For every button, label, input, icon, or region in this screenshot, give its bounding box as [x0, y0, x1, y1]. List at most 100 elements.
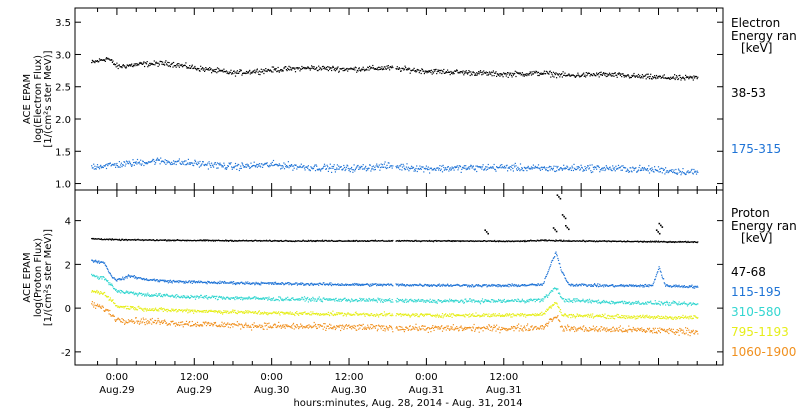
data-point	[461, 299, 463, 301]
data-point	[683, 302, 685, 304]
data-point	[569, 284, 571, 286]
data-point	[214, 281, 217, 284]
data-point	[246, 282, 248, 285]
data-point	[525, 167, 527, 169]
data-point	[492, 299, 494, 301]
data-point	[280, 239, 282, 242]
data-point	[695, 171, 697, 173]
data-point	[403, 284, 405, 286]
data-point	[536, 72, 538, 74]
data-point	[139, 61, 141, 64]
data-point	[173, 310, 175, 312]
data-point	[549, 70, 551, 72]
data-point	[183, 64, 185, 67]
data-point	[455, 284, 457, 286]
data-point	[682, 76, 684, 78]
data-point	[200, 239, 202, 241]
data-point	[507, 72, 509, 74]
data-point	[505, 167, 507, 169]
data-point	[686, 286, 688, 288]
data-point	[379, 66, 381, 68]
data-point	[655, 74, 658, 77]
data-point	[250, 71, 252, 73]
data-point	[327, 70, 329, 72]
data-point	[501, 300, 503, 302]
data-point	[567, 300, 569, 302]
data-point	[129, 161, 131, 163]
data-point	[187, 162, 189, 164]
data-point	[108, 58, 110, 60]
data-point	[175, 66, 177, 68]
data-point	[196, 164, 199, 166]
data-point	[561, 214, 564, 216]
data-point	[459, 72, 461, 74]
data-point	[585, 76, 587, 78]
data-point	[288, 240, 290, 242]
data-point	[126, 161, 128, 163]
data-point	[431, 285, 433, 287]
data-point	[432, 169, 435, 171]
data-point	[238, 283, 240, 285]
data-point	[488, 167, 491, 169]
data-point	[389, 166, 391, 168]
data-point	[643, 75, 645, 77]
data-point	[456, 166, 458, 168]
data-point	[599, 301, 601, 303]
data-point	[309, 170, 311, 172]
data-point	[594, 166, 596, 168]
data-point	[383, 163, 385, 165]
data-point	[334, 240, 336, 242]
data-point	[552, 227, 555, 229]
data-point	[225, 70, 228, 72]
data-point	[255, 239, 257, 242]
data-point	[199, 296, 201, 298]
data-point	[375, 165, 377, 167]
data-point	[574, 75, 576, 77]
data-point	[473, 299, 475, 301]
data-point	[474, 285, 476, 287]
data-point	[270, 162, 272, 165]
data-point	[400, 299, 402, 301]
data-point	[232, 73, 234, 75]
data-point	[122, 305, 124, 308]
data-point	[490, 284, 493, 286]
data-point	[129, 292, 131, 294]
data-point	[504, 73, 506, 75]
data-point	[592, 171, 594, 173]
data-point	[245, 70, 248, 73]
data-point	[691, 303, 693, 305]
data-point	[445, 72, 447, 74]
data-point	[220, 311, 222, 313]
data-point	[436, 71, 438, 73]
data-point	[381, 69, 384, 71]
data-point	[556, 255, 558, 257]
data-point	[142, 62, 144, 64]
data-point	[435, 284, 437, 287]
data-point	[216, 282, 218, 284]
data-point	[207, 298, 209, 300]
data-point	[203, 164, 205, 166]
data-point	[353, 240, 355, 242]
data-point	[654, 300, 656, 302]
data-point	[345, 166, 347, 168]
data-point	[162, 308, 164, 310]
data-point	[213, 281, 215, 283]
data-point	[131, 239, 133, 241]
data-point	[481, 286, 483, 288]
data-point	[115, 278, 117, 280]
data-point	[112, 299, 114, 301]
data-point	[487, 284, 489, 286]
data-point	[111, 61, 113, 63]
data-point	[247, 298, 249, 300]
data-point	[583, 72, 585, 74]
data-point	[372, 67, 375, 69]
data-point	[560, 269, 562, 271]
data-point	[421, 284, 423, 286]
data-point	[228, 298, 230, 300]
data-point	[335, 169, 337, 171]
data-point	[449, 285, 451, 287]
data-point	[211, 240, 213, 242]
data-point	[678, 75, 680, 77]
data-point	[296, 168, 298, 170]
data-point	[634, 302, 636, 304]
